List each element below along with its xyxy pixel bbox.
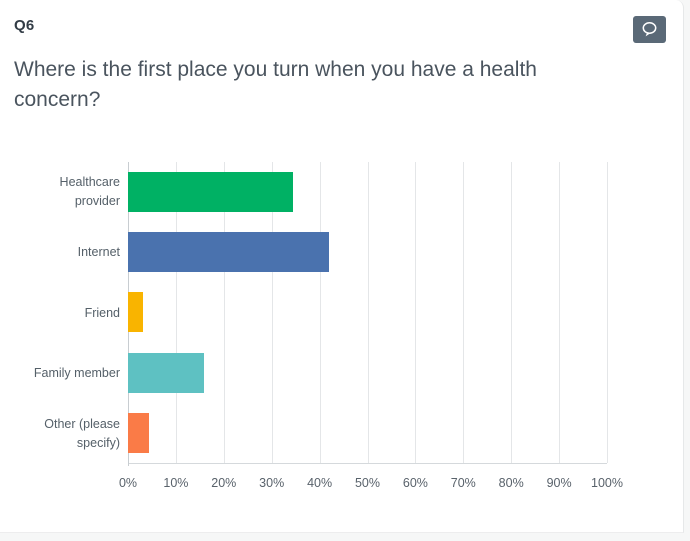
gridline — [271, 162, 273, 463]
bar-row — [128, 282, 607, 342]
x-tick-label: 90% — [546, 476, 572, 490]
x-tick-label: 80% — [498, 476, 524, 490]
x-tick-label: 60% — [402, 476, 428, 490]
x-tick-label: 20% — [211, 476, 237, 490]
bar-healthcare-provider[interactable] — [128, 172, 293, 213]
bar-internet[interactable] — [128, 232, 330, 273]
category-label: Friend — [84, 305, 120, 320]
category-label: Healthcare provider — [59, 175, 120, 209]
gridline — [559, 162, 561, 463]
bar-other-please-specify[interactable] — [128, 412, 150, 453]
x-tick-label: 50% — [354, 476, 381, 490]
question-title: Where is the first place you turn when y… — [14, 58, 537, 111]
category-label: Family member — [33, 366, 120, 381]
x-tick-label: 40% — [307, 476, 333, 490]
x-tick-label: 10% — [163, 476, 189, 490]
x-tick-label: 30% — [259, 476, 285, 490]
gridline — [463, 162, 465, 463]
gridline — [367, 162, 369, 463]
bar-friend[interactable] — [128, 292, 143, 333]
x-axis: 0% 10% 20% 30% 40% 50% 60% 70% 80% 90% 100% — [119, 464, 623, 494]
gridline — [175, 162, 177, 463]
comment-button[interactable] — [633, 16, 666, 43]
gridline — [607, 162, 608, 463]
bar-family-member[interactable] — [128, 352, 205, 393]
gridline — [319, 162, 321, 463]
question-card: Q6 Where is the first place you turn whe… — [0, 0, 684, 533]
gridline — [415, 162, 417, 463]
bar-row — [128, 403, 607, 463]
bar-chart: Healthcare provider Internet Friend Family … — [0, 162, 684, 502]
bar-row — [128, 222, 607, 282]
bar-row — [128, 162, 607, 222]
category-label: Other (please specify) — [44, 417, 120, 450]
x-tick-label: 100% — [591, 476, 623, 490]
category-label: Internet — [77, 245, 120, 260]
gridline — [511, 162, 513, 463]
speech-bubble-icon — [640, 21, 659, 38]
question-number: Q6 — [14, 17, 35, 34]
x-tick-label: 70% — [450, 476, 476, 490]
gridline — [223, 162, 225, 463]
bar-row — [128, 343, 607, 403]
category-labels: Healthcare provider Internet Friend Family … — [14, 162, 120, 464]
x-tick-label: 0% — [118, 476, 138, 490]
plot-area — [128, 162, 608, 466]
